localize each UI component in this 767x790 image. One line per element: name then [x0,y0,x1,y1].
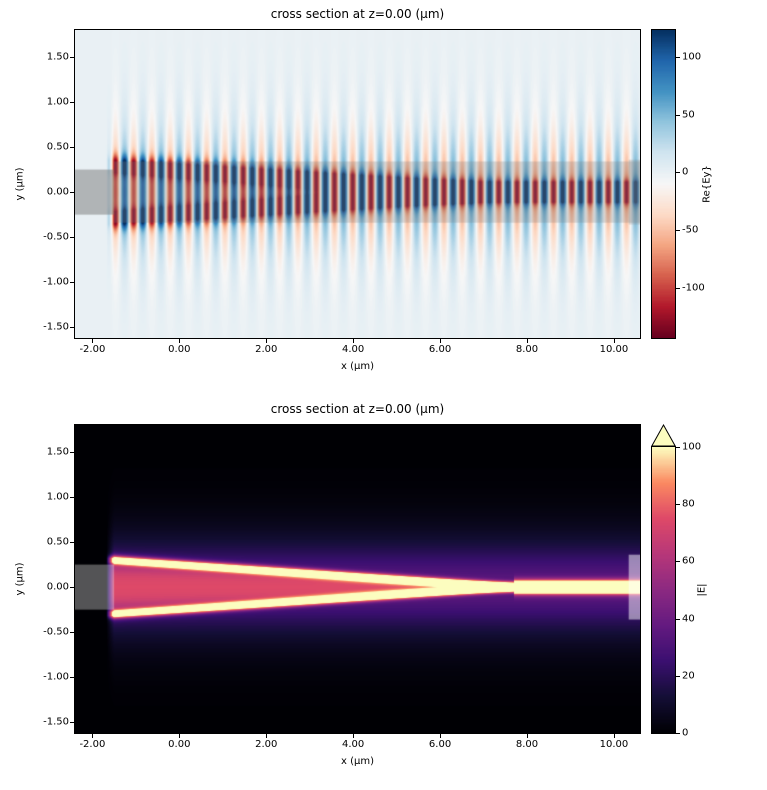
x-tick-mark [613,734,615,738]
field-heatmap [75,30,640,338]
x-tick-label: 8.00 [515,739,539,750]
y-tick-label: -1.00 [43,671,69,683]
chart-title: cross section at z=0.00 (µm) [270,7,445,21]
colorbar-tick-mark [676,56,680,58]
x-tick-mark [92,339,94,343]
y-tick-mark [70,282,74,284]
y-tick-mark [70,327,74,329]
y-tick-label: -0.50 [43,626,69,638]
x-tick-label: -2.00 [79,344,106,355]
x-tick-mark [527,734,528,738]
chart-re-ey: cross section at z=0.00 (µm) y (µm) x (µ… [14,7,713,372]
y-tick-mark [70,147,74,149]
x-tick-label: 4.00 [342,739,365,750]
x-tick-mark [527,339,528,343]
y-tick-label: 0.50 [46,141,69,153]
colorbar-tick-mark [676,230,680,232]
y-tick-label: 0.50 [46,536,69,548]
field-heatmap [75,425,640,733]
colorbar [651,29,676,339]
colorbar-extend-arrow-icon [651,424,676,447]
colorbar-tick-label: 0 [682,166,689,178]
colorbar-tick-mark [676,288,680,290]
x-tick-mark [353,339,355,343]
y-tick-label: 1.00 [46,491,69,503]
y-tick-mark [70,722,74,724]
x-tick-mark [92,734,94,738]
y-axis-label: y (µm) [14,562,26,596]
colorbar-gradient [652,447,675,733]
colorbar-tick-mark [676,618,680,620]
x-tick-mark [179,339,181,343]
colorbar [651,446,676,734]
colorbar-tick-label: -50 [682,224,699,236]
x-tick-label: 0.00 [168,344,191,355]
y-tick-label: -0.50 [43,231,69,243]
colorbar-tick-mark [676,504,680,506]
y-tick-mark [70,497,74,499]
y-tick-mark [70,452,74,454]
x-axis-label: x (µm) [340,756,374,767]
colorbar-tick-mark [676,172,680,174]
x-tick-label: 6.00 [428,739,452,750]
colorbar-tick-label: 100 [682,441,702,453]
colorbar-tick-label: 50 [682,109,695,121]
x-tick-label: 4.00 [342,344,365,355]
colorbar-tick-mark [676,114,680,116]
x-tick-mark [440,734,442,738]
x-tick-label: 8.00 [515,344,539,355]
colorbar-tick-label: 100 [682,51,702,63]
y-tick-mark [70,677,74,679]
chart-abs-e: cross section at z=0.00 (µm) y (µm) x (µ… [0,395,767,790]
x-axis-label: x (µm) [340,361,374,372]
colorbar-tick-mark [676,675,680,677]
y-tick-label: 1.50 [46,51,69,63]
y-tick-label: -1.50 [43,716,69,728]
y-tick-mark [70,542,74,544]
y-tick-mark [70,587,74,589]
y-tick-label: 0.00 [46,186,69,198]
colorbar-label: |E| [696,583,708,597]
colorbar-tick-label: 20 [682,670,695,682]
colorbar-tick-mark [676,447,680,448]
x-tick-label: 2.00 [255,739,278,750]
x-tick-mark [266,734,268,738]
colorbar-tick-label: 40 [682,613,695,625]
x-tick-mark [440,339,442,343]
x-tick-label: 6.00 [428,344,452,355]
x-tick-mark [179,734,181,738]
colorbar-tick-label: 0 [682,727,689,739]
x-tick-label: 10.00 [599,344,629,355]
colorbar-tick-mark [676,561,680,563]
x-tick-label: -2.00 [79,739,106,750]
colorbar-gradient [652,30,675,338]
x-tick-mark [613,339,615,343]
y-tick-mark [70,632,74,634]
y-tick-label: -1.50 [43,321,69,333]
y-tick-mark [70,57,74,59]
x-tick-mark [266,339,268,343]
plot-area [74,424,641,734]
y-tick-label: 0.00 [46,581,69,593]
x-tick-label: 2.00 [255,344,278,355]
y-tick-mark [70,102,74,104]
y-axis-label: y (µm) [14,167,26,201]
colorbar-tick-mark [676,733,680,734]
colorbar-label: Re{Ey} [701,165,713,203]
y-tick-mark [70,192,74,194]
x-tick-label: 0.00 [168,739,191,750]
x-tick-label: 10.00 [599,739,629,750]
y-tick-mark [70,237,74,239]
x-tick-mark [353,734,355,738]
chart-title: cross section at z=0.00 (µm) [270,402,445,416]
colorbar-tick-label: -100 [682,282,705,294]
colorbar-tick-label: 80 [682,498,695,510]
plot-area [74,29,641,339]
y-tick-label: 1.50 [46,446,69,458]
colorbar-tick-label: 60 [682,555,695,567]
y-tick-label: 1.00 [46,96,69,108]
y-tick-label: -1.00 [43,276,69,288]
